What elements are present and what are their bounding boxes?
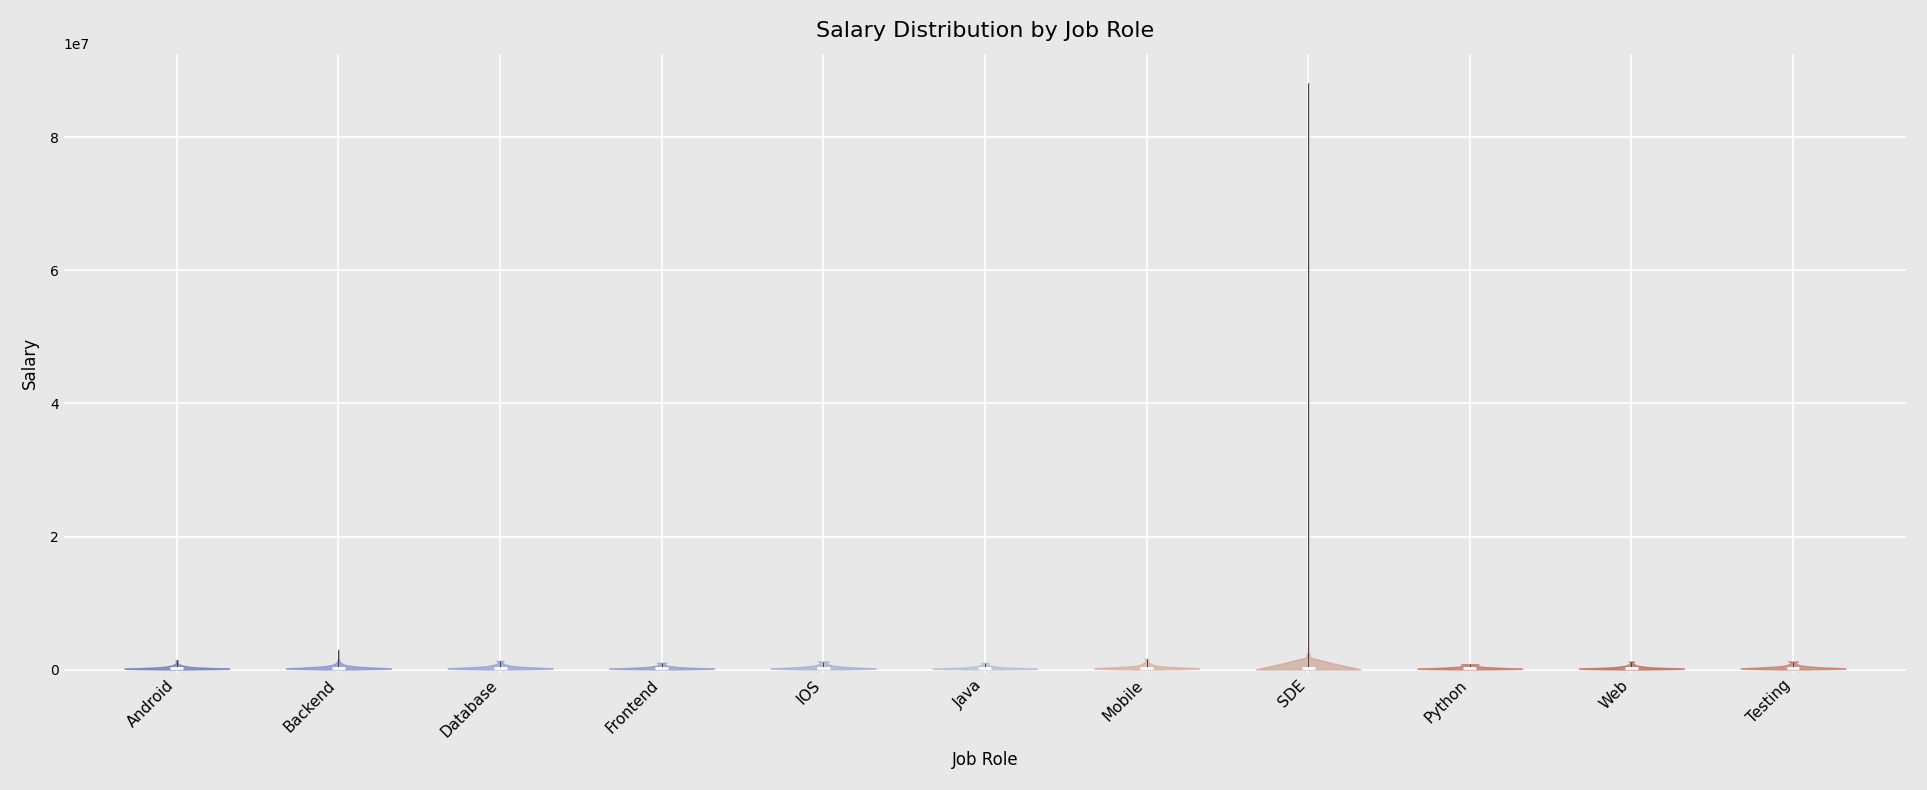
X-axis label: Job Role: Job Role (952, 751, 1017, 769)
Title: Salary Distribution by Job Role: Salary Distribution by Job Role (815, 21, 1154, 41)
Y-axis label: Salary: Salary (21, 337, 39, 389)
